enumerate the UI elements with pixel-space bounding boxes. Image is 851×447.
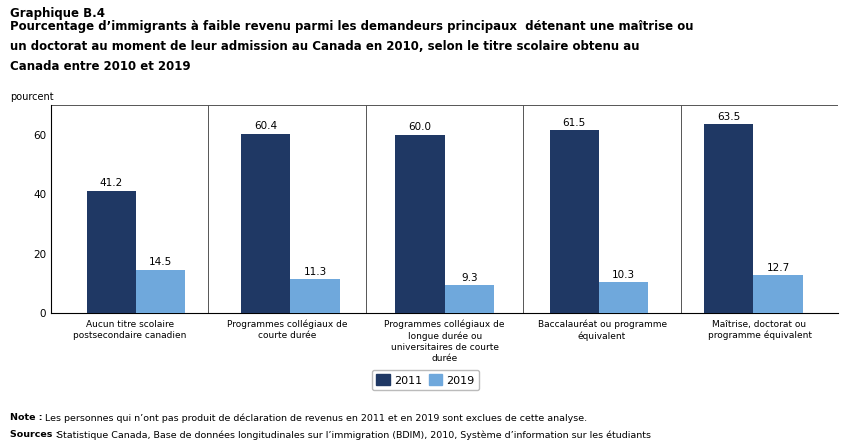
Bar xyxy=(87,190,136,313)
Bar xyxy=(290,279,340,313)
Text: Baccalauréat ou programme
équivalent: Baccalauréat ou programme équivalent xyxy=(538,320,666,341)
Text: 10.3: 10.3 xyxy=(612,270,635,280)
Text: 9.3: 9.3 xyxy=(461,273,477,283)
Bar xyxy=(136,270,186,313)
Bar xyxy=(753,275,802,313)
Text: Maîtrise, doctorat ou
programme équivalent: Maîtrise, doctorat ou programme équivale… xyxy=(707,320,812,340)
Text: 60.4: 60.4 xyxy=(254,121,277,131)
Bar xyxy=(704,124,753,313)
Bar xyxy=(445,285,494,313)
Text: 14.5: 14.5 xyxy=(149,257,172,267)
Text: Note :: Note : xyxy=(10,413,43,422)
Text: 12.7: 12.7 xyxy=(767,263,790,273)
Bar xyxy=(599,283,648,313)
Text: Aucun titre scolaire
postsecondaire canadien: Aucun titre scolaire postsecondaire cana… xyxy=(73,320,186,340)
Text: 11.3: 11.3 xyxy=(303,267,327,277)
Text: pourcent: pourcent xyxy=(10,92,54,101)
Bar xyxy=(241,134,290,313)
Legend: 2011, 2019: 2011, 2019 xyxy=(372,370,479,390)
Text: 61.5: 61.5 xyxy=(563,118,586,128)
Text: Programmes collégiaux de
courte durée: Programmes collégiaux de courte durée xyxy=(227,320,347,340)
Bar xyxy=(395,135,445,313)
Text: Les personnes qui n’ont pas produit de déclaration de revenus en 2011 et en 2019: Les personnes qui n’ont pas produit de d… xyxy=(42,413,587,423)
Text: 60.0: 60.0 xyxy=(408,122,431,132)
Text: Pourcentage d’immigrants à faible revenu parmi les demandeurs principaux  détena: Pourcentage d’immigrants à faible revenu… xyxy=(10,20,694,33)
Text: Statistique Canada, Base de données longitudinales sur l’immigration (BDIM), 201: Statistique Canada, Base de données long… xyxy=(54,430,652,440)
Text: Canada entre 2010 et 2019: Canada entre 2010 et 2019 xyxy=(10,60,191,73)
Text: 63.5: 63.5 xyxy=(717,112,740,122)
Text: Sources :: Sources : xyxy=(10,430,60,439)
Text: 41.2: 41.2 xyxy=(100,178,123,188)
Text: Programmes collégiaux de
longue durée ou
universitaires de courte
durée: Programmes collégiaux de longue durée ou… xyxy=(385,320,505,363)
Bar xyxy=(550,130,599,313)
Text: Graphique B.4: Graphique B.4 xyxy=(10,7,106,20)
Text: un doctorat au moment de leur admission au Canada en 2010, selon le titre scolai: un doctorat au moment de leur admission … xyxy=(10,40,640,53)
